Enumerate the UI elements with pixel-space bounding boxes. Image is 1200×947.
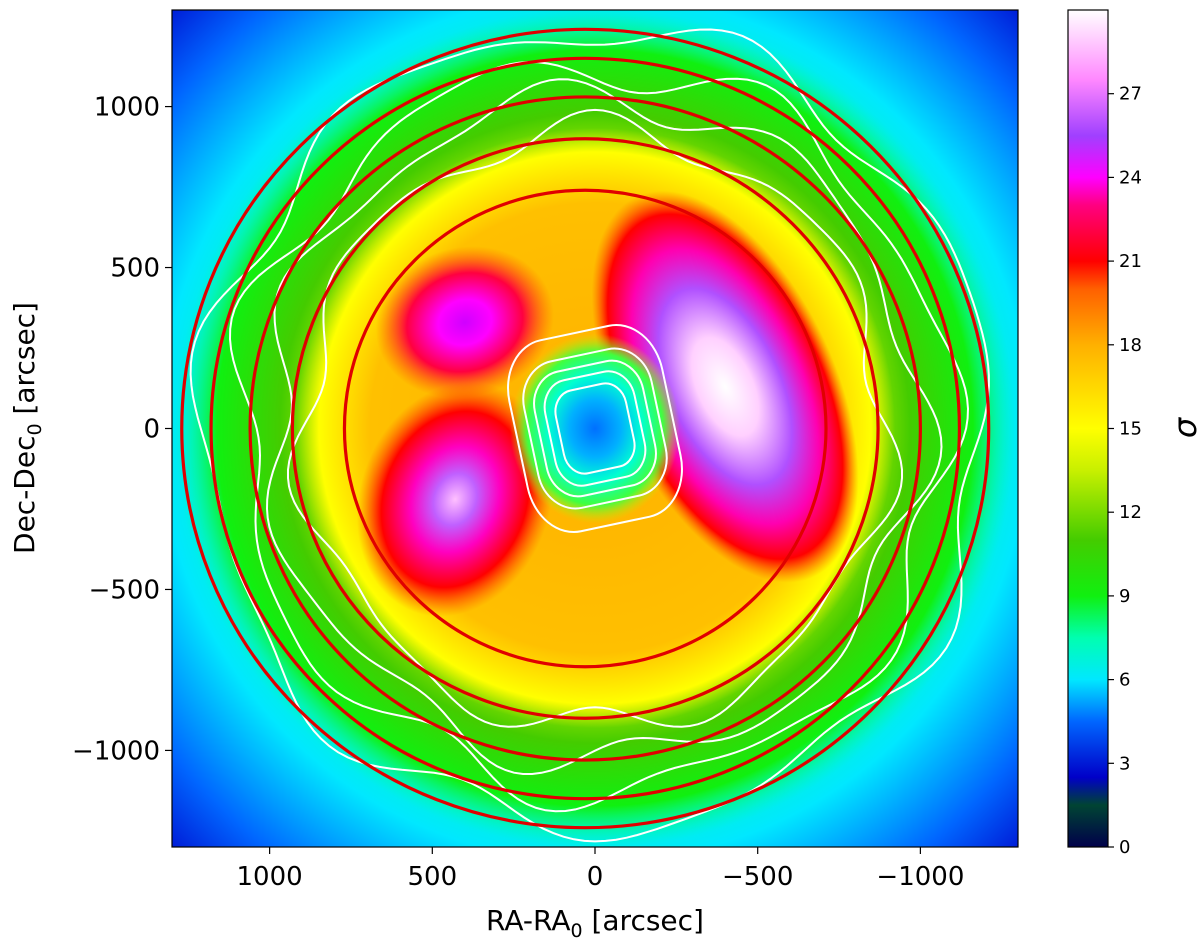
colorbar-tick-label: 15	[1119, 419, 1142, 440]
colorbar-tick-label: 27	[1119, 84, 1142, 105]
wavy-contour-1	[287, 108, 903, 728]
sigma-heatmap	[172, 10, 1018, 847]
x-tick-label: −500	[722, 862, 793, 892]
colorbar-tick-label: 0	[1119, 837, 1130, 858]
colorbar-tick-label: 12	[1119, 502, 1142, 523]
colorbar-gradient	[1068, 10, 1108, 847]
y-tick-label: −500	[89, 575, 160, 605]
x-tick-label: 500	[407, 862, 457, 892]
red-circle-5	[180, 27, 991, 830]
colorbar: 0 3 6 9 12 15 18 21 24 27 σ	[1067, 9, 1200, 858]
wavy-contour-2	[265, 78, 943, 775]
y-tick-label: 500	[110, 254, 160, 284]
colorbar-tick-label: 9	[1119, 586, 1130, 607]
field-blob-lower-left	[356, 381, 554, 617]
red-circle-1	[342, 188, 828, 669]
red-circle-3	[248, 95, 922, 762]
y-tick-label: −1000	[72, 736, 160, 766]
plot-area	[172, 10, 1018, 847]
x-tick-label: 0	[587, 862, 604, 892]
colorbar-tick-label: 3	[1119, 753, 1130, 774]
wavy-contour-3	[228, 60, 970, 813]
red-circle-4	[209, 56, 962, 801]
colorbar-tick-label: 21	[1119, 251, 1142, 272]
inner-contour-4	[522, 347, 668, 510]
inner-contour-2	[543, 370, 647, 487]
y-tick-label: 1000	[94, 93, 160, 123]
x-axis-label: RA-RA0 [arcsec]	[486, 904, 704, 942]
colorbar-tick-label: 6	[1119, 670, 1130, 691]
y-tick-label: 0	[143, 415, 160, 445]
y-axis-label: Dec-Dec0 [arcsec]	[8, 302, 46, 554]
red-circles	[180, 27, 991, 830]
y-axis: 1000 500 0 −500 −1000	[72, 93, 172, 766]
red-circle-2	[290, 137, 880, 720]
inner-contour-1	[554, 382, 636, 475]
colorbar-tick-label: 18	[1119, 335, 1142, 356]
colorbar-label: σ	[1166, 416, 1200, 438]
x-axis: 1000 500 0 −500 −1000	[237, 847, 964, 892]
field-central-hole	[510, 333, 680, 524]
field-blob-upper-left	[375, 246, 554, 399]
wavy-contour-4	[189, 28, 990, 843]
inner-contour-3	[533, 359, 657, 498]
x-tick-label: 1000	[237, 862, 303, 892]
colorbar-ticks: 0 3 6 9 12 15 18 21 24 27	[1108, 84, 1142, 858]
inner-contour-5	[507, 323, 683, 534]
colorbar-tick-label: 24	[1119, 167, 1142, 188]
x-tick-label: −1000	[876, 862, 964, 892]
white-contour-lines	[189, 28, 990, 843]
